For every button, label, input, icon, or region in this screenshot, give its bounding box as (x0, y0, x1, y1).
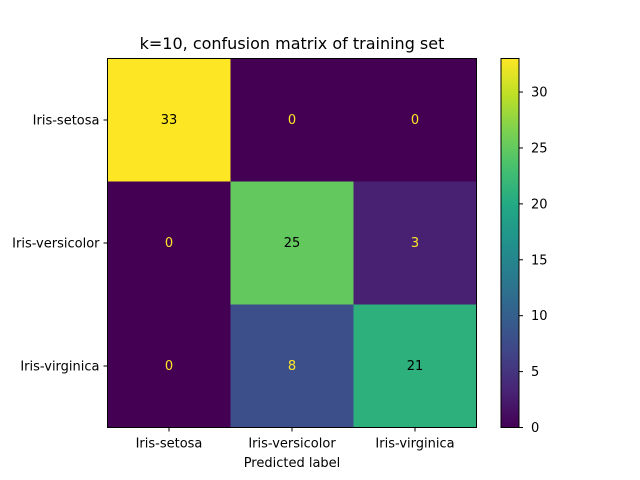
cell-r0-c1 (230, 58, 354, 182)
colorbar-tick-label: 25 (531, 141, 548, 156)
heatmap-cells: 33 0 0 0 25 3 0 8 21 (107, 58, 477, 428)
cell-r1-c2 (353, 181, 477, 305)
x-tick-label: Iris-versicolor (248, 437, 336, 452)
y-tick-label: Iris-virginica (20, 360, 99, 375)
x-tick-label: Iris-virginica (375, 437, 454, 452)
cell-value-label: 3 (411, 236, 419, 251)
cell-value-label: 21 (407, 359, 424, 374)
colorbar (500, 58, 520, 428)
x-axis-ticks: Iris-setosa Iris-versicolor Iris-virginica (136, 427, 455, 452)
colorbar-tick-label: 20 (531, 197, 548, 212)
cell-value-label: 8 (288, 359, 296, 374)
cell-value-label: 0 (411, 113, 419, 128)
colorbar-tick-label: 5 (531, 365, 539, 380)
colorbar-ticks: 0 5 10 15 20 25 30 (519, 86, 548, 436)
cell-value-label: 0 (288, 113, 296, 128)
cell-r0-c2 (353, 58, 477, 182)
y-tick-label: Iris-versicolor (12, 237, 100, 252)
cell-value-label: 33 (161, 113, 178, 128)
cell-r2-c2 (353, 304, 477, 428)
cell-value-label: 0 (165, 236, 173, 251)
y-axis-ticks: Iris-setosa Iris-versicolor Iris-virginica (12, 114, 108, 375)
cell-value-label: 25 (284, 236, 301, 251)
x-tick-label: Iris-setosa (136, 437, 203, 452)
cell-r2-c0 (107, 304, 231, 428)
cell-r0-c0 (107, 58, 231, 182)
colorbar-tick-label: 10 (531, 309, 548, 324)
x-axis-label: Predicted label (244, 456, 341, 471)
cell-r1-c1 (230, 181, 354, 305)
colorbar-tick-label: 0 (531, 421, 539, 436)
y-tick-label: Iris-setosa (33, 114, 100, 129)
cell-value-label: 0 (165, 359, 173, 374)
cell-r1-c0 (107, 181, 231, 305)
colorbar-tick-label: 15 (531, 253, 548, 268)
cell-r2-c1 (230, 304, 354, 428)
colorbar-tick-label: 30 (531, 86, 548, 101)
chart-title: k=10, confusion matrix of training set (140, 34, 445, 53)
